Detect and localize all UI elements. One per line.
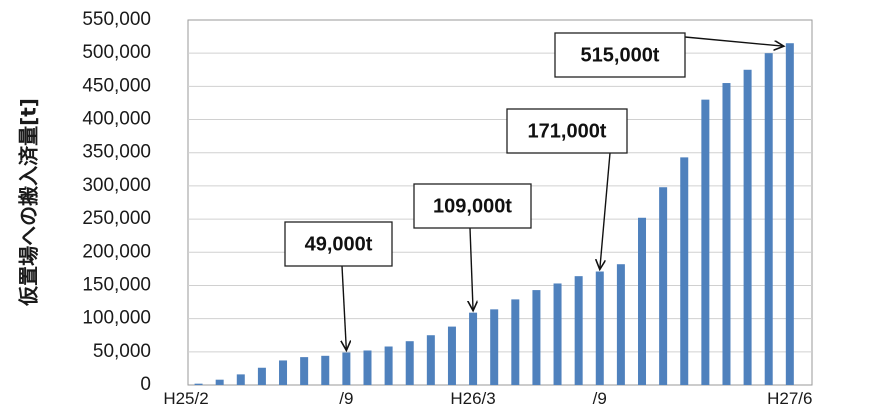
bar	[321, 355, 330, 385]
x-tick-label: H25/2	[163, 389, 208, 408]
bar	[595, 271, 604, 385]
bar	[236, 374, 245, 385]
y-tick-label: 450,000	[82, 75, 151, 96]
y-tick-label: 100,000	[82, 308, 151, 329]
y-tick-label: 150,000	[82, 274, 151, 295]
bar	[659, 187, 668, 385]
bar	[511, 299, 520, 385]
bar	[764, 53, 773, 385]
bar	[405, 341, 414, 385]
y-tick-label: 0	[140, 374, 151, 395]
callout-arrow	[600, 152, 611, 270]
y-tick-label: 550,000	[82, 9, 151, 30]
bar	[553, 283, 562, 385]
callout-box	[554, 32, 686, 78]
bar	[680, 157, 689, 385]
callout-label: 515,000t	[581, 44, 660, 66]
bars	[194, 43, 794, 386]
x-tick-label: H27/6	[767, 389, 812, 408]
callout-arrow	[470, 227, 473, 311]
callout-box	[413, 183, 532, 229]
bar	[722, 83, 731, 385]
callout-label: 109,000t	[433, 195, 512, 217]
bar	[342, 352, 351, 385]
callout: 109,000t	[413, 183, 532, 311]
bar	[574, 276, 583, 385]
callout-box	[284, 221, 393, 267]
bar	[426, 335, 435, 385]
bar	[701, 99, 710, 386]
bar	[257, 367, 266, 385]
callouts: 49,000t 109,000t 171,000t 515,000t	[284, 32, 784, 350]
x-tick-label: /9	[593, 389, 607, 408]
y-tick-label: 300,000	[82, 175, 151, 196]
bar	[215, 379, 224, 385]
y-tick-label: 350,000	[82, 142, 151, 163]
callout-label: 49,000t	[305, 233, 373, 255]
callout-arrow	[342, 265, 346, 350]
y-tick-label: 400,000	[82, 109, 151, 130]
bar	[300, 357, 309, 385]
bar	[384, 346, 393, 385]
y-axis-tick-labels: 0 50,000 100,000 150,000 200,000 250,000 300,0…	[82, 9, 151, 395]
bar	[469, 312, 478, 385]
y-tick-label: 200,000	[82, 241, 151, 262]
bar	[616, 264, 625, 385]
callout: 515,000t	[554, 32, 784, 78]
callout-arrow	[684, 36, 784, 46]
bar	[447, 326, 456, 385]
x-axis-tick-labels: H25/2/9 H26/3/9 H27/6	[163, 389, 812, 408]
bar	[638, 217, 647, 385]
y-tick-label: 250,000	[82, 208, 151, 229]
y-tick-label: 500,000	[82, 42, 151, 63]
x-tick-label: H26/3	[450, 389, 495, 408]
bar	[194, 383, 203, 385]
bar	[532, 290, 541, 385]
bar	[785, 43, 794, 386]
y-tick-label: 50,000	[93, 341, 151, 362]
bar	[490, 309, 499, 385]
callout-box	[506, 108, 628, 154]
callout: 49,000t	[284, 221, 393, 350]
callout-label: 171,000t	[528, 120, 607, 142]
y-axis-label: 仮置場への搬入済量[t]	[17, 98, 41, 307]
callout: 171,000t	[506, 108, 628, 270]
bar	[743, 69, 752, 385]
bar	[363, 350, 372, 385]
bar	[279, 360, 288, 385]
x-tick-label: /9	[339, 389, 353, 408]
